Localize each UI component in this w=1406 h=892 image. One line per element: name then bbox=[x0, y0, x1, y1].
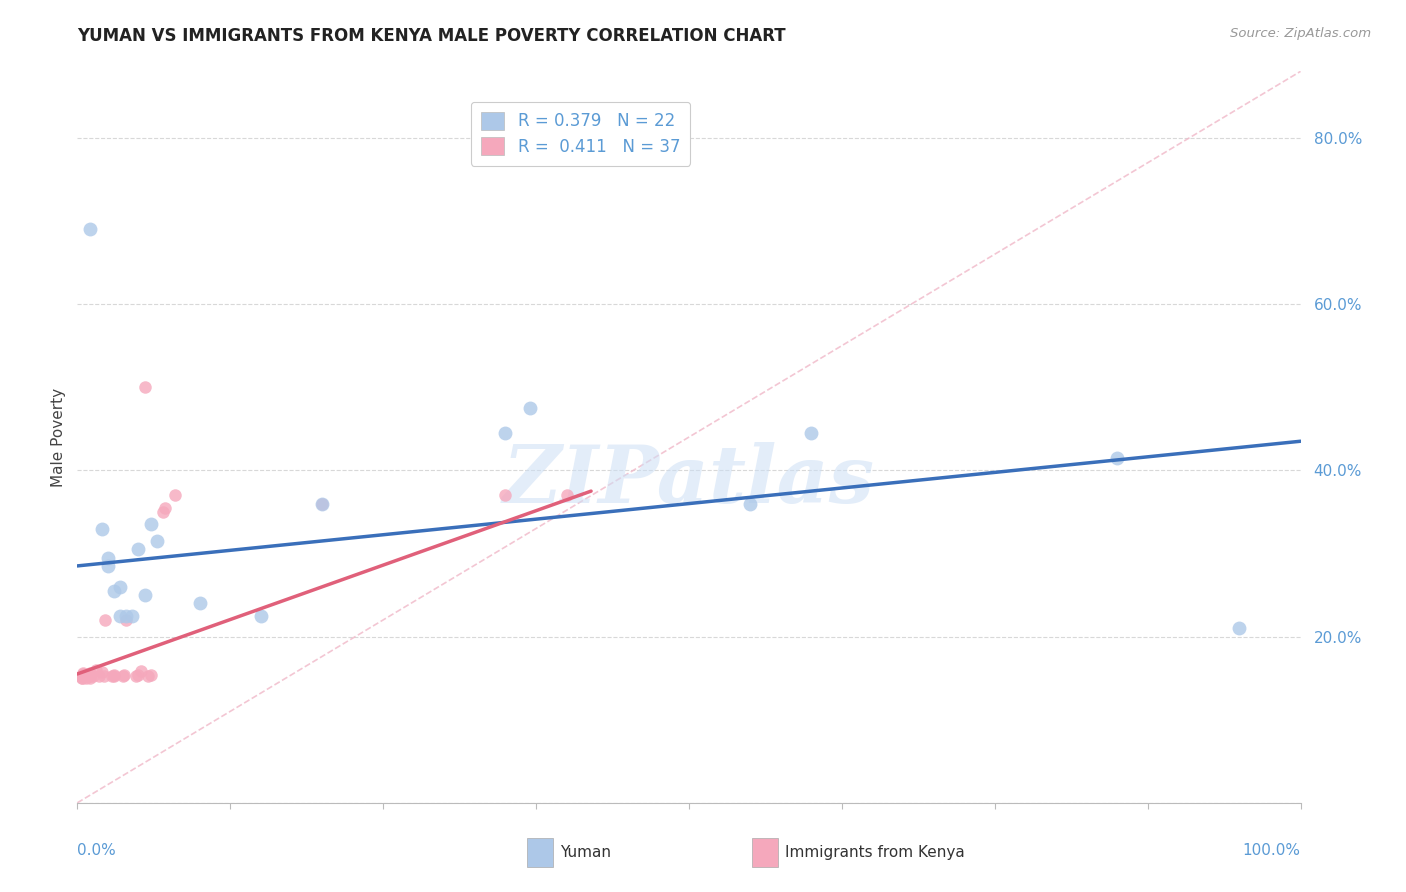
Text: Source: ZipAtlas.com: Source: ZipAtlas.com bbox=[1230, 27, 1371, 40]
Text: YUMAN VS IMMIGRANTS FROM KENYA MALE POVERTY CORRELATION CHART: YUMAN VS IMMIGRANTS FROM KENYA MALE POVE… bbox=[77, 27, 786, 45]
Text: 0.0%: 0.0% bbox=[77, 843, 117, 858]
Legend: R = 0.379   N = 22, R =  0.411   N = 37: R = 0.379 N = 22, R = 0.411 N = 37 bbox=[471, 102, 690, 166]
Y-axis label: Male Poverty: Male Poverty bbox=[51, 387, 66, 487]
Text: 100.0%: 100.0% bbox=[1243, 843, 1301, 858]
Text: Immigrants from Kenya: Immigrants from Kenya bbox=[785, 846, 965, 860]
Text: Yuman: Yuman bbox=[560, 846, 610, 860]
Text: ZIPatlas: ZIPatlas bbox=[503, 442, 875, 520]
